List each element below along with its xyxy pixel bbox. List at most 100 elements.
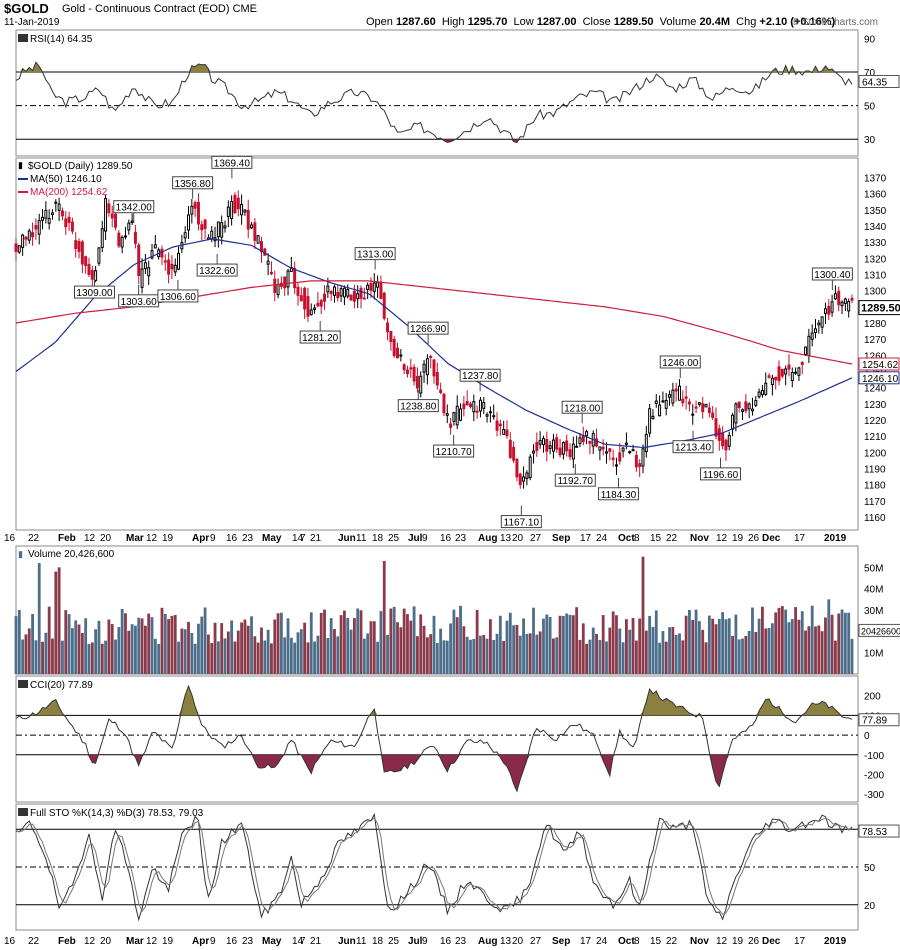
volume-bar xyxy=(827,599,831,674)
price-candle xyxy=(415,375,419,389)
price-candle xyxy=(488,411,492,414)
price-candle xyxy=(731,414,735,430)
price-candle xyxy=(651,415,655,419)
volume-bar xyxy=(61,640,64,674)
price-candle xyxy=(286,270,290,288)
price-x-tick: 12 xyxy=(146,533,158,544)
volume-bar xyxy=(34,640,38,674)
stoch-x-tick: 18 xyxy=(372,936,384,947)
volume-bar xyxy=(402,608,406,674)
volume-bar xyxy=(548,616,552,674)
price-x-tick: 8 xyxy=(634,533,640,544)
volume-bar xyxy=(518,635,522,674)
price-candle xyxy=(177,252,181,270)
price-candle xyxy=(734,403,738,424)
volume-bar xyxy=(359,610,363,674)
price-candle xyxy=(269,271,273,275)
price-y-tick: 1200 xyxy=(864,448,887,459)
price-x-tick: 19 xyxy=(162,533,174,544)
volume-y-tick: 30M xyxy=(864,606,883,617)
volume-bar xyxy=(233,641,237,674)
rsi-y-tick: 70 xyxy=(864,68,876,79)
price-candle xyxy=(704,403,708,408)
stoch-x-tick: 16 xyxy=(4,936,16,947)
price-candle xyxy=(459,408,463,421)
volume-bar xyxy=(668,627,671,674)
volume-bar xyxy=(737,639,741,674)
volume-bar xyxy=(787,622,791,674)
stoch-x-tick: 2019 xyxy=(824,936,847,947)
volume-bar xyxy=(465,636,469,674)
price-y-tick: 1320 xyxy=(864,254,887,265)
volume-bar xyxy=(469,639,472,674)
price-candle xyxy=(741,409,745,412)
price-candle xyxy=(475,410,479,413)
volume-bar xyxy=(273,619,277,674)
price-x-tick: Aug xyxy=(478,533,497,544)
volume-bar xyxy=(104,640,107,674)
price-candle xyxy=(64,218,68,228)
volume-bar xyxy=(339,615,343,674)
price-candle xyxy=(485,414,489,417)
price-annotation-box xyxy=(433,444,475,458)
price-x-tick: 7 xyxy=(300,533,306,544)
volume-bar xyxy=(701,629,705,674)
volume-bar xyxy=(266,629,270,674)
volume-bar xyxy=(459,605,462,674)
volume-bar xyxy=(120,609,124,674)
price-candle xyxy=(236,197,240,210)
stoch-x-tick: Feb xyxy=(58,936,76,947)
volume-bar xyxy=(601,615,605,674)
stoch-x-tick: Dec xyxy=(762,936,781,947)
volume-bar xyxy=(654,610,658,674)
price-x-tick: 13 xyxy=(500,533,512,544)
price-annotation-label: 1356.80 xyxy=(175,179,212,190)
price-candle xyxy=(47,217,51,224)
price-candle xyxy=(495,420,499,431)
price-x-tick: 14 xyxy=(292,533,304,544)
price-candle xyxy=(243,209,247,213)
volume-bar xyxy=(336,636,340,674)
volume-bar xyxy=(707,615,711,674)
price-annotation-box xyxy=(397,399,439,413)
price-candle xyxy=(220,222,224,238)
volume-bar xyxy=(293,642,297,674)
price-candle xyxy=(598,446,602,451)
price-x-tick: 22 xyxy=(28,533,40,544)
volume-bar xyxy=(462,626,466,674)
price-candle xyxy=(70,221,74,232)
price-y-tick: 1330 xyxy=(864,238,887,249)
cci-legend xyxy=(18,680,28,688)
cci-y-tick: -100 xyxy=(864,751,884,762)
volume-bar xyxy=(236,630,240,674)
volume-bar xyxy=(432,615,436,674)
price-candle xyxy=(80,241,84,265)
volume-bar xyxy=(807,626,811,674)
stoch-x-tick: 23 xyxy=(455,936,467,947)
volume-bar xyxy=(837,613,841,674)
price-candle xyxy=(595,438,599,447)
volume-bar xyxy=(289,637,293,674)
price-candle xyxy=(581,435,585,443)
price-annotation-box xyxy=(659,355,701,369)
price-candle xyxy=(60,210,64,217)
volume-bar xyxy=(270,643,273,674)
volume-bar xyxy=(356,608,360,674)
price-candle xyxy=(767,375,771,378)
price-candle xyxy=(296,286,300,296)
volume-bar xyxy=(495,633,499,674)
volume-bar xyxy=(628,629,632,674)
volume-bar xyxy=(717,618,721,674)
price-candle xyxy=(24,236,28,240)
volume-bar xyxy=(250,616,253,674)
price-candle xyxy=(429,356,433,359)
price-x-tick: 25 xyxy=(388,533,400,544)
price-annotation-box xyxy=(597,487,639,501)
volume-bar xyxy=(333,629,336,674)
volume-bar xyxy=(207,634,210,674)
volume-bar xyxy=(734,614,738,674)
chart-header: $GOLD Gold - Continuous Contract (EOD) C… xyxy=(0,0,900,30)
volume-bar xyxy=(575,607,579,674)
price-candle xyxy=(588,440,592,444)
